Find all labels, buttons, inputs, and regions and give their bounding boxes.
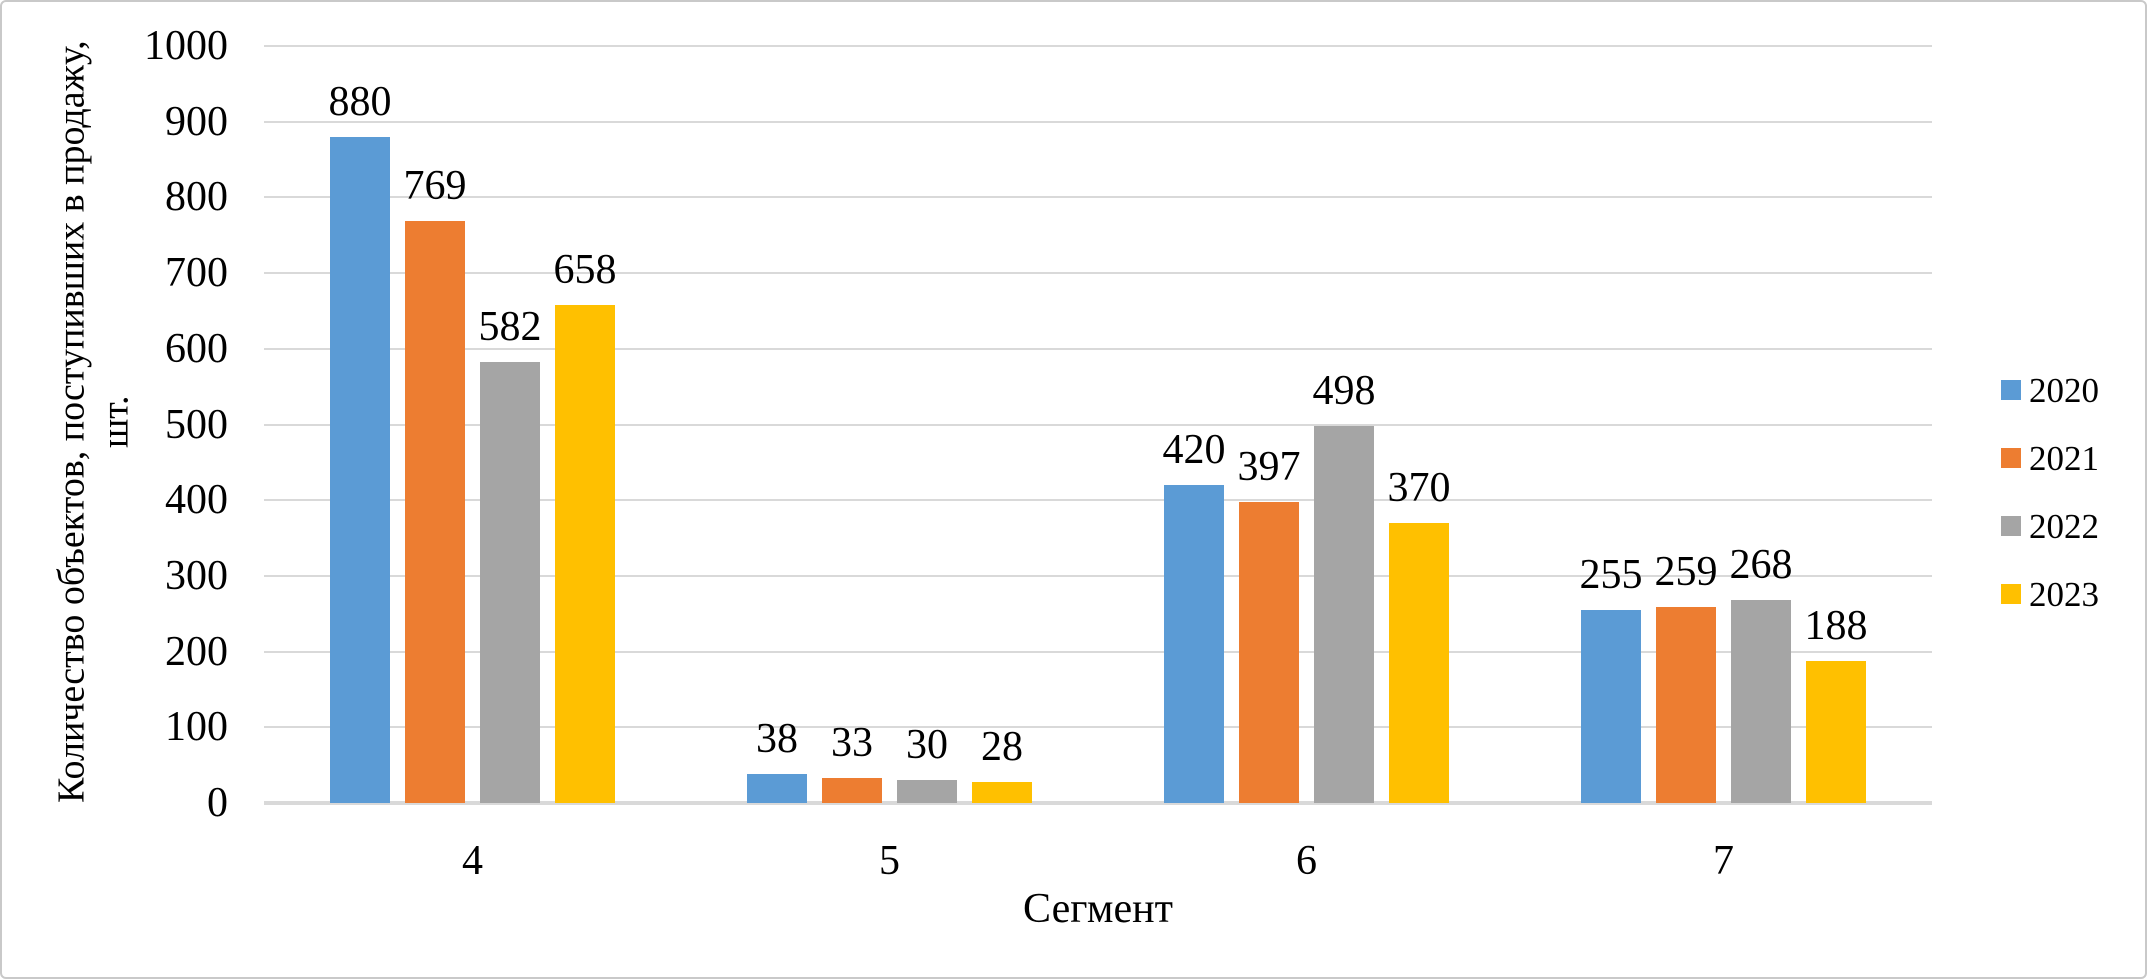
data-label-2021-segment-5: 33 [831, 720, 873, 767]
data-label-2023-segment-4: 658 [553, 246, 617, 293]
y-tick-label-500: 500 [165, 401, 228, 448]
data-label-2023-segment-6: 370 [1387, 464, 1451, 511]
data-label-2020-segment-4: 880 [328, 78, 392, 125]
legend-swatch-2023 [2001, 584, 2021, 604]
gridline-1000 [264, 45, 1932, 47]
gridline-400 [264, 499, 1932, 502]
legend-swatch-2022 [2001, 516, 2021, 536]
legend-item-2022: 2022 [2001, 509, 2099, 544]
gridline-800 [264, 196, 1932, 199]
bar-2022-segment-6 [1314, 426, 1374, 803]
bar-2023-segment-6 [1389, 522, 1449, 803]
legend-label-2020: 2020 [2029, 370, 2099, 410]
bar-2022-segment-7 [1731, 600, 1791, 803]
category-label-5: 5 [879, 838, 900, 884]
bar-2020-segment-6 [1164, 485, 1224, 803]
bar-2021-segment-7 [1656, 606, 1716, 803]
bar-2022-segment-5 [897, 780, 957, 803]
data-label-2022-segment-7: 268 [1729, 542, 1793, 589]
legend-swatch-2021 [2001, 448, 2021, 468]
x-axis-title: Сегмент [1023, 886, 1173, 932]
legend-label-2022: 2022 [2029, 506, 2099, 546]
legend-item-2020: 2020 [2001, 373, 2099, 408]
data-label-2023-segment-5: 28 [981, 723, 1023, 770]
y-tick-label-300: 300 [165, 552, 228, 599]
y-tick-label-700: 700 [165, 250, 228, 297]
bar-2020-segment-5 [747, 774, 807, 803]
legend-swatch-2020 [2001, 380, 2021, 400]
gridline-700 [264, 272, 1932, 275]
data-label-2021-segment-7: 259 [1654, 548, 1718, 595]
legend-label-2023: 2023 [2029, 574, 2099, 614]
data-label-2022-segment-4: 582 [478, 304, 542, 351]
legend-item-2023: 2023 [2001, 577, 2099, 612]
legend-label-2021: 2021 [2029, 438, 2099, 478]
plot-area: 880 769 582 658 38 33 30 28 420 397 498 370 255 259 26… [264, 45, 1932, 805]
bar-2023-segment-4 [555, 304, 615, 803]
category-label-4: 4 [462, 838, 483, 884]
y-tick-label-100: 100 [165, 704, 228, 751]
y-tick-label-1000: 1000 [144, 23, 228, 69]
bar-2020-segment-4 [330, 136, 390, 803]
gridline-200 [264, 650, 1932, 653]
bar-2023-segment-5 [972, 781, 1032, 803]
gridline-900 [264, 120, 1932, 123]
data-label-2020-segment-7: 255 [1579, 551, 1643, 598]
gridline-300 [264, 574, 1932, 577]
legend: 2020 2021 2022 2023 [2001, 373, 2099, 652]
data-label-2020-segment-6: 420 [1162, 427, 1226, 474]
data-label-2022-segment-6: 498 [1312, 368, 1376, 415]
gridline-500 [264, 423, 1932, 426]
data-label-2021-segment-4: 769 [403, 162, 467, 209]
bar-2022-segment-4 [480, 362, 540, 803]
y-tick-label-900: 900 [165, 98, 228, 145]
bar-2021-segment-4 [405, 220, 465, 803]
y-tick-label-800: 800 [165, 174, 228, 221]
data-label-2023-segment-7: 188 [1804, 602, 1868, 649]
x-axis-line [264, 801, 1932, 805]
data-label-2020-segment-5: 38 [756, 716, 798, 763]
y-tick-label-400: 400 [165, 477, 228, 524]
gridline-600 [264, 347, 1932, 350]
y-tick-label-200: 200 [165, 628, 228, 675]
bar-2020-segment-7 [1581, 609, 1641, 803]
y-tick-label-600: 600 [165, 325, 228, 372]
gridline-100 [264, 726, 1932, 729]
bar-2023-segment-7 [1806, 660, 1866, 803]
bar-2021-segment-6 [1239, 502, 1299, 803]
category-label-7: 7 [1713, 838, 1734, 884]
data-label-2021-segment-6: 397 [1237, 444, 1301, 491]
y-tick-label-0: 0 [207, 780, 228, 826]
legend-item-2021: 2021 [2001, 441, 2099, 476]
bar-2021-segment-5 [822, 778, 882, 803]
data-label-2022-segment-5: 30 [906, 722, 948, 769]
category-label-6: 6 [1296, 838, 1317, 884]
